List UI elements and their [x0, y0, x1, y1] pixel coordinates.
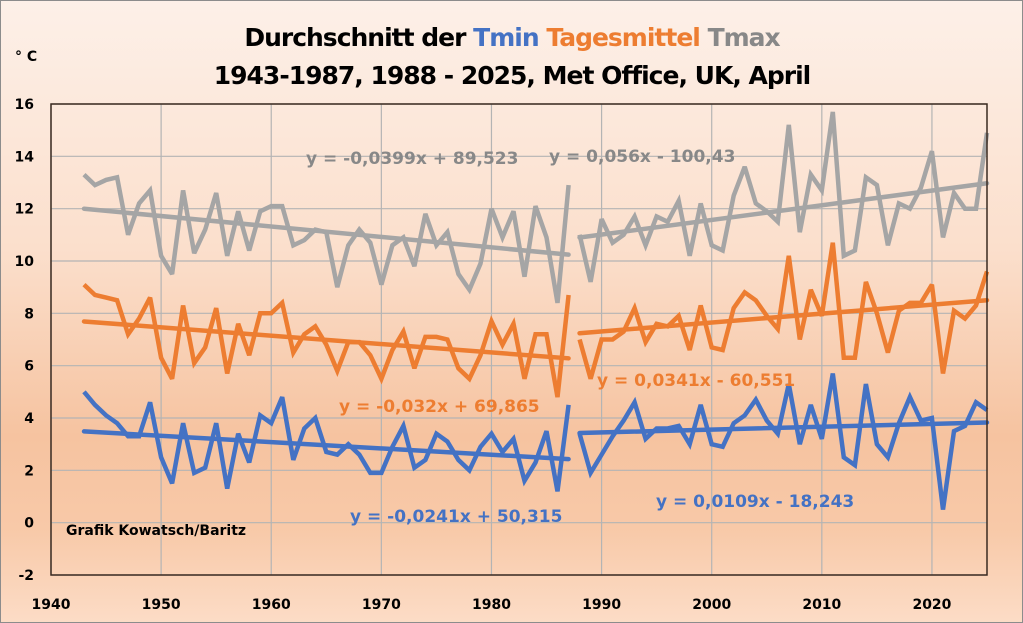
x-tick-label: 2020: [912, 597, 951, 613]
series-line-tagesmittel-1: [82, 282, 571, 398]
x-tick-label: 1990: [582, 597, 621, 613]
x-tick-label: 1940: [32, 597, 71, 613]
title-mean: Tagesmittel: [546, 23, 699, 52]
eq-tmax-2: y = 0,056x - 100,43: [549, 147, 735, 167]
y-axis-unit: ° C: [15, 49, 37, 65]
credit-label: Grafik Kowatsch/Baritz: [66, 523, 246, 539]
x-tick-label: 1980: [472, 597, 511, 613]
title-tmax: Tmax: [708, 23, 781, 52]
series-line-tmin-1: [82, 390, 571, 492]
trend-line-tagesmittel-2: [577, 297, 990, 336]
series-line-tmin-2: [577, 373, 989, 510]
eq-mean-1: y = -0,032x + 69,865: [339, 397, 540, 417]
y-axis-ticks: -2 0 2 4 6 8 10 12 14 16: [15, 97, 35, 584]
series-line-tagesmittel-2: [577, 242, 990, 380]
y-tick-label: 16: [15, 97, 34, 113]
y-tick-label: 6: [24, 359, 34, 375]
x-tick-label: 2000: [692, 597, 731, 613]
title-tmin: Tmin: [473, 23, 538, 52]
y-tick-label: 12: [15, 202, 34, 218]
trend-lines: [81, 181, 990, 462]
x-tick-label: 1950: [142, 597, 181, 613]
x-tick-label: 1960: [252, 597, 291, 613]
title-prefix: Durchschnitt der: [244, 23, 473, 52]
y-tick-label: 2: [24, 463, 34, 479]
eq-tmin-2: y = 0,0109x - 18,243: [656, 492, 854, 512]
series-lines: [82, 111, 990, 510]
x-tick-label: 2010: [802, 597, 841, 613]
y-tick-label: 8: [24, 306, 34, 322]
title-space: [700, 23, 708, 52]
y-tick-label: 10: [15, 254, 35, 270]
series-line-tmax-1: [82, 172, 571, 304]
y-tick-label: 0: [24, 516, 34, 532]
x-axis-ticks: 1940 1950 1960 1970 1980 1990 2000 2010 2020: [32, 597, 952, 613]
trend-equations: y = -0,0399x + 89,523 y = 0,056x - 100,4…: [306, 147, 854, 527]
chart-title-line2: 1943-1987, 1988 - 2025, Met Office, UK, …: [214, 61, 811, 90]
y-tick-label: 14: [15, 149, 35, 165]
plot-area-border: [50, 103, 988, 576]
eq-tmin-1: y = -0,0241x + 50,315: [350, 507, 562, 527]
title-space: [539, 23, 547, 52]
trend-line-tmax-2: [577, 181, 990, 240]
series-line-tmax-2: [577, 111, 990, 283]
x-tick-label: 1970: [362, 597, 401, 613]
chart-title-line1: Durchschnitt der Tmin Tagesmittel Tmax: [244, 23, 780, 52]
y-tick-label: 4: [24, 411, 34, 427]
y-tick-label: -2: [18, 568, 34, 584]
eq-tmax-1: y = -0,0399x + 89,523: [306, 149, 518, 169]
trend-line-tagesmittel-1: [81, 319, 571, 361]
trend-line-tmax-1: [81, 206, 571, 257]
trend-line-tmin-2: [577, 420, 990, 436]
trend-line-tmin-1: [81, 429, 571, 462]
eq-mean-2: y = 0,0341x - 60,551: [597, 371, 795, 391]
